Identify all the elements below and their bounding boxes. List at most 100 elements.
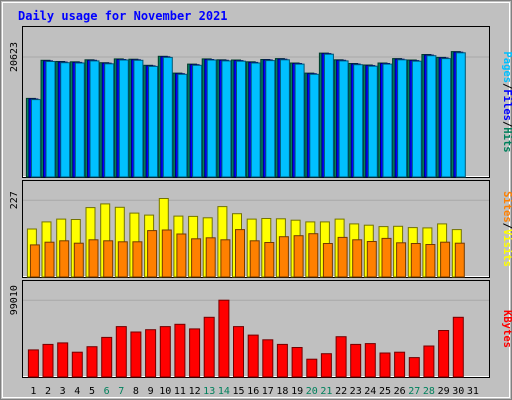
xtick-label-7: 7 <box>118 386 124 397</box>
bar-pages-26 <box>397 59 408 178</box>
ylabel-kbytes: KBytes <box>501 310 512 348</box>
xtick-label-20: 20 <box>306 386 318 397</box>
xtick-label-25: 25 <box>379 386 391 397</box>
bar-sites-4 <box>73 242 84 278</box>
bar-kbytes-7 <box>115 326 127 378</box>
ytick-label-kbytes: 99010 <box>9 285 20 315</box>
bar-sites-9 <box>147 230 158 278</box>
bar-sites-13 <box>205 237 216 278</box>
bar-sites-15 <box>235 229 245 278</box>
ytick-label-visits-sites: 227 <box>9 191 20 209</box>
bar-sites-7 <box>117 241 128 278</box>
bar-kbytes-22 <box>335 336 347 378</box>
panel-hits-files-pages: 20623 Pages/Files/Hits <box>9 26 512 178</box>
ylabel-separator: / <box>501 83 512 89</box>
bar-kbytes-12 <box>189 328 201 378</box>
bar-pages-27 <box>411 60 422 178</box>
bar-kbytes-29 <box>438 330 450 378</box>
bar-kbytes-4 <box>71 351 83 378</box>
bar-kbytes-27 <box>408 357 420 378</box>
bar-sites-2 <box>44 241 55 278</box>
bar-pages-7 <box>118 59 129 178</box>
bar-kbytes-26 <box>394 351 406 378</box>
panel-visits-sites: 227 Sites/Visits <box>9 180 512 278</box>
bar-pages-4 <box>74 62 85 178</box>
ylabel-sites: Sites <box>501 191 512 223</box>
xtick-label-1: 1 <box>30 386 36 397</box>
ytick-label-hits-files-pages: 20623 <box>9 42 20 72</box>
bar-kbytes-3 <box>57 342 69 378</box>
chart-title: Daily usage for November 2021 <box>18 9 228 23</box>
ylabel-hits: Hits <box>501 127 512 152</box>
xtick-label-19: 19 <box>291 386 303 397</box>
bar-pages-8 <box>133 59 144 178</box>
bar-kbytes-10 <box>159 326 171 378</box>
bar-sites-25 <box>381 237 392 278</box>
bar-sites-24 <box>366 241 377 278</box>
bar-sites-19 <box>293 235 304 278</box>
bar-sites-11 <box>176 233 187 278</box>
series-kbytes <box>27 299 464 378</box>
bar-pages-28 <box>426 55 437 178</box>
xtick-label-13: 13 <box>203 386 215 397</box>
xtick-label-5: 5 <box>89 386 95 397</box>
xtick-label-31: 31 <box>467 386 479 397</box>
bar-sites-16 <box>249 240 260 278</box>
bar-pages-5 <box>89 60 100 178</box>
ylabel-visits-sites: Sites/Visits <box>501 191 512 267</box>
ylabel-files: Files <box>501 89 512 121</box>
xtick-label-21: 21 <box>320 386 332 397</box>
ylabel-visits: Visits <box>501 229 512 267</box>
bar-pages-24 <box>367 65 378 178</box>
xtick-label-8: 8 <box>133 386 139 397</box>
bar-pages-23 <box>353 64 364 178</box>
bar-pages-29 <box>441 58 452 178</box>
xtick-label-11: 11 <box>174 386 186 397</box>
bar-kbytes-6 <box>101 336 113 378</box>
xtick-label-12: 12 <box>189 386 201 397</box>
bar-kbytes-11 <box>174 323 186 378</box>
bar-pages-12 <box>192 64 203 178</box>
x-axis-tick-labels: 1 2 3 4 5 6 7 8 9 10 11 12 13 14 15 16 17 18 19 20 21 22 23 24 2… <box>30 386 479 397</box>
bar-sites-10 <box>161 229 172 278</box>
bar-sites-21 <box>322 243 333 278</box>
bar-kbytes-9 <box>145 329 157 378</box>
bar-sites-28 <box>425 244 436 278</box>
ylabel-kbytes: KBytes <box>501 310 512 348</box>
bar-sites-8 <box>132 241 143 278</box>
bar-sites-1 <box>29 244 40 278</box>
xtick-label-23: 23 <box>350 386 362 397</box>
bar-kbytes-13 <box>203 316 215 378</box>
bar-sites-26 <box>396 242 407 278</box>
bar-kbytes-15 <box>233 326 244 378</box>
xtick-label-17: 17 <box>262 386 274 397</box>
ylabel-hits-files-pages: Pages/Files/Hits <box>501 51 512 152</box>
bar-kbytes-2 <box>42 343 54 378</box>
bar-sites-12 <box>191 238 202 278</box>
bar-sites-27 <box>410 243 421 278</box>
xtick-label-28: 28 <box>423 386 435 397</box>
bar-sites-18 <box>278 236 289 278</box>
bar-pages-2 <box>45 61 56 178</box>
xtick-label-3: 3 <box>60 386 66 397</box>
bar-pages-18 <box>279 59 290 178</box>
ylabel-separator: / <box>501 223 512 229</box>
bar-kbytes-17 <box>262 339 274 378</box>
bar-pages-3 <box>60 62 71 178</box>
bar-pages-15 <box>236 60 246 178</box>
xtick-label-30: 30 <box>452 386 464 397</box>
ylabel-separator: / <box>501 121 512 127</box>
xtick-label-6: 6 <box>104 386 110 397</box>
xtick-label-24: 24 <box>364 386 376 397</box>
bar-kbytes-1 <box>27 349 39 378</box>
bar-sites-29 <box>440 241 451 278</box>
xtick-label-4: 4 <box>74 386 80 397</box>
bar-sites-23 <box>352 239 363 278</box>
bar-sites-5 <box>88 239 99 278</box>
bar-sites-3 <box>59 240 70 278</box>
bar-sites-30 <box>454 242 465 278</box>
xtick-label-10: 10 <box>159 386 171 397</box>
bar-sites-6 <box>103 240 114 278</box>
bar-pages-13 <box>206 59 217 178</box>
